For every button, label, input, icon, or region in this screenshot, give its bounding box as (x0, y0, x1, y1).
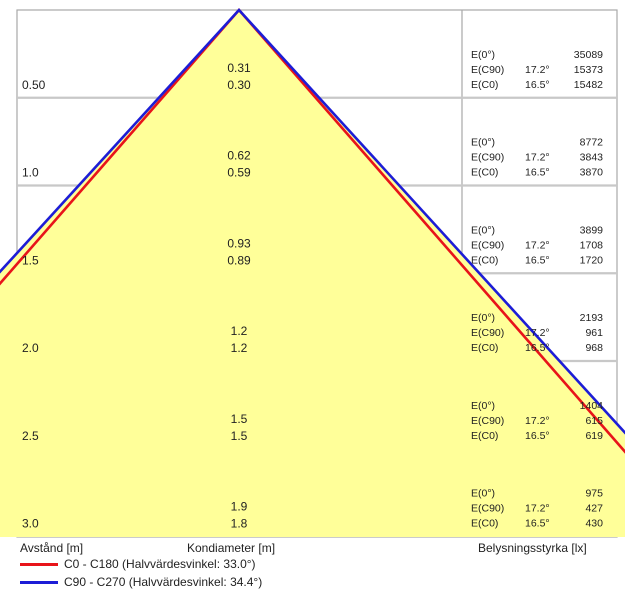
illuminance-axis-title: Belysningsstyrka [lx] (478, 541, 587, 555)
angle-value-c0: 16.5° (525, 342, 550, 354)
diameter-c90-label: 0.31 (227, 61, 251, 75)
distance-tick-label: 3.0 (22, 517, 39, 531)
illuminance-value-e0: 3899 (580, 224, 604, 236)
angle-value-c0: 16.5° (525, 167, 550, 179)
illuminance-value-c90: 3843 (580, 152, 604, 164)
diameter-c0-label: 1.2 (231, 341, 248, 355)
angle-value-c90: 17.2° (525, 152, 550, 164)
illuminance-row-label: E(0°) (471, 49, 495, 61)
diameter-c0-label: 1.8 (231, 517, 248, 531)
diameter-c0-label: 0.30 (227, 78, 251, 92)
illuminance-row-label: E(C0) (471, 518, 498, 530)
illuminance-row-label: E(0°) (471, 488, 495, 500)
angle-value-c90: 17.2° (525, 415, 550, 427)
illuminance-value-c90: 427 (585, 503, 603, 515)
illuminance-value-e0: 8772 (580, 137, 604, 149)
diameter-c90-label: 1.9 (231, 500, 248, 514)
illuminance-row-label: E(0°) (471, 400, 495, 412)
diameter-c90-label: 0.93 (227, 236, 251, 250)
distance-tick-label: 0.50 (22, 78, 46, 92)
illuminance-value-e0: 975 (585, 488, 603, 500)
diameter-axis-title: Kondiameter [m] (187, 541, 276, 555)
legend-label-c90-c270: C90 - C270 (Halvvärdesvinkel: 34.4°) (64, 575, 263, 589)
diameter-c90-label: 0.62 (227, 149, 251, 163)
cone-fill (0, 10, 625, 537)
illuminance-value-c0: 15482 (574, 79, 603, 91)
illuminance-row-label: E(C90) (471, 152, 504, 164)
illuminance-value-c90: 15373 (574, 64, 603, 76)
illuminance-row-label: E(C0) (471, 167, 498, 179)
illuminance-value-c0: 968 (585, 342, 603, 354)
beam-cone-chart: 0.50 0.31 0.30 E(0°) 35089 E(C90) 17.2° 15373 E(… (0, 8, 625, 538)
illuminance-value-c90: 1708 (580, 239, 604, 251)
illuminance-row-label: E(C0) (471, 254, 498, 266)
illuminance-value-e0: 2193 (580, 312, 604, 324)
illuminance-row-label: E(0°) (471, 312, 495, 324)
legend-swatch-red (20, 562, 58, 566)
diameter-c90-label: 1.5 (231, 412, 248, 426)
illuminance-row-label: E(C0) (471, 430, 498, 442)
illuminance-row-label: E(C90) (471, 64, 504, 76)
illuminance-row-label: E(C90) (471, 239, 504, 251)
illuminance-value-c90: 615 (585, 415, 603, 427)
illuminance-row-label: E(0°) (471, 137, 495, 149)
diameter-c90-label: 1.2 (231, 324, 248, 338)
illuminance-row-label: E(C0) (471, 79, 498, 91)
distance-tick-label: 2.0 (22, 341, 39, 355)
angle-value-c90: 17.2° (525, 64, 550, 76)
angle-value-c0: 16.5° (525, 254, 550, 266)
illuminance-row-label: E(C0) (471, 342, 498, 354)
illuminance-row-label: E(C90) (471, 503, 504, 515)
diameter-c0-label: 0.59 (227, 166, 251, 180)
legend-swatch-blue (20, 580, 58, 584)
diameter-c0-label: 0.89 (227, 253, 251, 267)
illuminance-value-c90: 961 (585, 327, 603, 339)
angle-value-c90: 17.2° (525, 239, 550, 251)
illuminance-row-label: E(C90) (471, 415, 504, 427)
illuminance-row-label: E(0°) (471, 224, 495, 236)
angle-value-c0: 16.5° (525, 430, 550, 442)
illuminance-value-c0: 3870 (580, 167, 604, 179)
angle-value-c0: 16.5° (525, 518, 550, 530)
illuminance-value-c0: 1720 (580, 254, 604, 266)
diameter-c0-label: 1.5 (231, 429, 248, 443)
angle-value-c0: 16.5° (525, 79, 550, 91)
series-line-c90-c270 (0, 8, 625, 435)
legend-label-c0-c180: C0 - C180 (Halvvärdesvinkel: 33.0°) (64, 557, 256, 571)
illuminance-value-e0: 1404 (580, 400, 604, 412)
angle-value-c90: 17.2° (525, 503, 550, 515)
legend-item-c0-c180: C0 - C180 (Halvvärdesvinkel: 33.0°) (20, 557, 256, 571)
legend-item-c90-c270: C90 - C270 (Halvvärdesvinkel: 34.4°) (20, 575, 262, 589)
illuminance-row-label: E(C90) (471, 327, 504, 339)
distance-tick-label: 1.5 (22, 253, 39, 267)
distance-tick-label: 1.0 (22, 166, 39, 180)
illuminance-value-c0: 430 (585, 518, 603, 530)
distance-tick-label: 2.5 (22, 429, 39, 443)
illuminance-value-e0: 35089 (574, 49, 603, 61)
illuminance-value-c0: 619 (585, 430, 603, 442)
angle-value-c90: 17.2° (525, 327, 550, 339)
x-axis-title: Avstånd [m] (20, 541, 84, 555)
